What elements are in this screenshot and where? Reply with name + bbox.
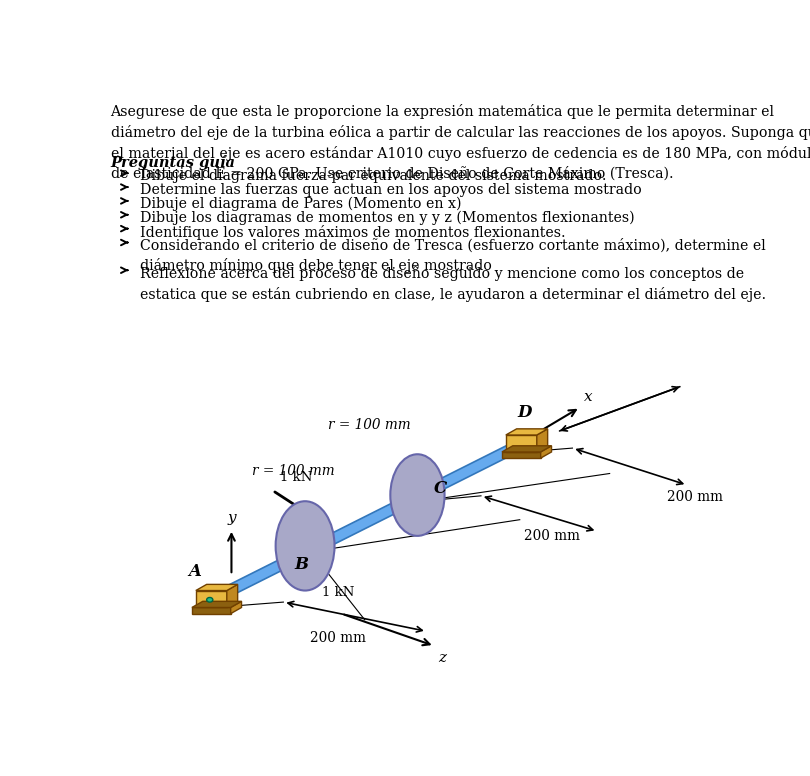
Text: Dibuje los diagramas de momentos en y y z (Momentos flexionantes): Dibuje los diagramas de momentos en y y …: [140, 211, 634, 225]
Text: r = 100 mm: r = 100 mm: [253, 464, 335, 478]
Polygon shape: [505, 435, 537, 452]
Ellipse shape: [275, 501, 335, 591]
Text: Preguntas guía: Preguntas guía: [110, 155, 236, 171]
Text: Identifique los valores máximos de momentos flexionantes.: Identifique los valores máximos de momen…: [140, 225, 565, 240]
Text: Asegurese de que esta le proporcione la expresión matemática que le permita dete: Asegurese de que esta le proporcione la …: [110, 104, 810, 181]
Polygon shape: [537, 429, 548, 452]
Text: 200 mm: 200 mm: [309, 631, 365, 645]
Polygon shape: [231, 601, 241, 614]
Polygon shape: [227, 584, 237, 608]
Text: Considerando el criterio de diseño de Tresca (esfuerzo cortante máximo), determi: Considerando el criterio de diseño de Tr…: [140, 239, 765, 273]
Polygon shape: [206, 441, 521, 606]
Text: A: A: [188, 563, 201, 580]
Polygon shape: [541, 445, 552, 458]
Text: C: C: [434, 480, 447, 497]
Text: Dibuje el diagrama de Pares (Momento en x): Dibuje el diagrama de Pares (Momento en …: [140, 197, 462, 212]
Text: z: z: [438, 650, 446, 664]
Ellipse shape: [390, 454, 445, 536]
Text: Dibuje el diagrama fuerza-par equivalente del sistema mostrado.: Dibuje el diagrama fuerza-par equivalent…: [140, 169, 607, 183]
Text: 200 mm: 200 mm: [523, 529, 580, 543]
Text: r = 100 mm: r = 100 mm: [328, 418, 411, 432]
Polygon shape: [196, 584, 237, 591]
Text: 200 mm: 200 mm: [667, 490, 723, 504]
Text: 1 kN: 1 kN: [322, 586, 355, 599]
Polygon shape: [196, 591, 227, 608]
Polygon shape: [502, 445, 552, 452]
Polygon shape: [192, 608, 231, 614]
Text: Determine las fuerzas que actuan en los apoyos del sistema mostrado: Determine las fuerzas que actuan en los …: [140, 183, 642, 197]
Text: Reflexione acerca del proceso de diseño seguido y mencione como los conceptos de: Reflexione acerca del proceso de diseño …: [140, 266, 766, 302]
Text: 1 kN: 1 kN: [280, 471, 313, 484]
Text: D: D: [518, 404, 531, 421]
Text: y: y: [227, 511, 236, 525]
Polygon shape: [505, 429, 548, 435]
Text: B: B: [294, 556, 308, 573]
Polygon shape: [502, 452, 541, 458]
Text: x: x: [584, 390, 593, 404]
Polygon shape: [192, 601, 241, 608]
Ellipse shape: [207, 598, 213, 602]
